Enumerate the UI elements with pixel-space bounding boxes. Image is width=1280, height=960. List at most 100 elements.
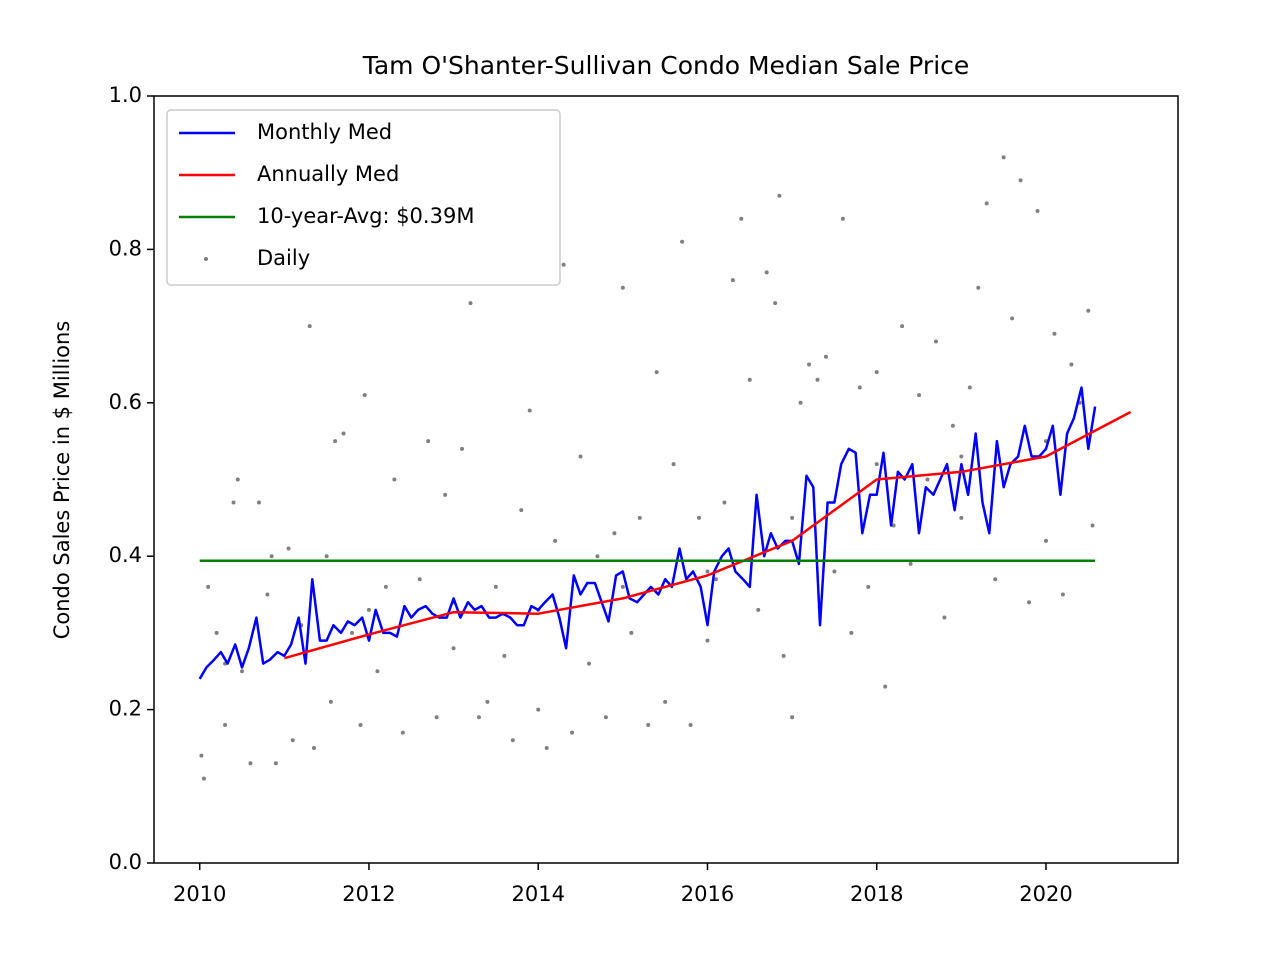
x-tick-label: 2010 <box>173 882 226 906</box>
scatter-point <box>290 738 295 743</box>
scatter-point <box>976 285 981 290</box>
scatter-point <box>671 462 676 467</box>
scatter-point <box>993 577 998 582</box>
scatter-point <box>620 285 625 290</box>
y-tick-label: 0.4 <box>109 543 142 567</box>
scatter-point <box>311 745 316 750</box>
scatter-point <box>620 584 625 589</box>
scatter-point <box>730 278 735 283</box>
scatter-point <box>510 738 515 743</box>
scatter-point <box>925 477 930 482</box>
scatter-point <box>493 584 498 589</box>
scatter-point <box>375 669 380 674</box>
legend: Monthly Med Annually Med 10-year-Avg: $0.3… <box>166 109 561 286</box>
scatter-point <box>933 339 938 344</box>
scatter-point <box>350 630 355 635</box>
scatter-point <box>366 607 371 612</box>
scatter-point <box>1043 538 1048 543</box>
scatter-point <box>612 531 617 536</box>
scatter-point <box>333 439 338 444</box>
legend-label: Annually Med <box>257 162 399 186</box>
scatter-point <box>1027 600 1032 605</box>
scatter-point <box>286 546 291 551</box>
scatter-point <box>544 745 549 750</box>
scatter-point <box>214 630 219 635</box>
scatter-point <box>269 554 274 559</box>
scatter-point <box>358 722 363 727</box>
scatter-point <box>840 216 845 221</box>
scatter-point <box>874 370 879 375</box>
scatter-point <box>502 653 507 658</box>
scatter-point <box>883 684 888 689</box>
x-tick-label: 2016 <box>681 882 734 906</box>
scatter-point <box>307 324 312 329</box>
y-tick-label: 0.0 <box>109 850 142 874</box>
scatter-point <box>561 262 566 267</box>
x-tick-label: 2012 <box>342 882 395 906</box>
scatter-point <box>900 324 905 329</box>
scatter-point <box>256 500 261 505</box>
scatter-point <box>553 538 558 543</box>
scatter-point <box>781 653 786 658</box>
scatter-point <box>392 477 397 482</box>
series-line <box>283 410 1132 660</box>
legend-marker <box>204 257 208 261</box>
scatter-point <box>629 630 634 635</box>
scatter-point <box>451 646 456 651</box>
scatter-point <box>680 239 685 244</box>
scatter-point <box>807 362 812 367</box>
scatter-point <box>240 669 245 674</box>
scatter-point <box>328 699 333 704</box>
scatter-point <box>697 515 702 520</box>
scatter-point <box>527 408 532 413</box>
y-tick-label: 0.2 <box>109 697 142 721</box>
scatter-point <box>519 508 524 513</box>
series-line <box>198 386 1097 680</box>
scatter-point <box>815 377 820 382</box>
scatter-point <box>223 722 228 727</box>
scatter-point <box>1035 209 1040 214</box>
scatter-point <box>485 699 490 704</box>
scatter-point <box>654 370 659 375</box>
scatter-point <box>713 577 718 582</box>
scatter-point <box>866 584 871 589</box>
y-tick-label: 1.0 <box>109 83 142 107</box>
scatter-point <box>248 761 253 766</box>
y-tick-label: 0.8 <box>109 236 142 260</box>
scatter-point <box>201 776 206 781</box>
scatter-point <box>417 577 422 582</box>
scatter-point <box>849 630 854 635</box>
y-axis-label: Condo Sales Price in $ Millions <box>50 321 74 640</box>
scatter-point <box>265 592 270 597</box>
scatter-point <box>199 753 204 758</box>
x-tick-label: 2018 <box>850 882 903 906</box>
scatter-point <box>400 730 405 735</box>
scatter-point <box>832 569 837 574</box>
scatter-point <box>1052 331 1057 336</box>
scatter-point <box>646 722 651 727</box>
scatter-point <box>663 699 668 704</box>
x-tick-label: 2020 <box>1019 882 1072 906</box>
scatter-point <box>578 454 583 459</box>
scatter-point <box>426 439 431 444</box>
scatter-point <box>950 423 955 428</box>
scatter-point <box>959 454 964 459</box>
scatter-point <box>434 715 439 720</box>
scatter-point <box>756 607 761 612</box>
scatter-point <box>586 661 591 666</box>
scatter-point <box>570 730 575 735</box>
scatter-point <box>739 216 744 221</box>
scatter-point <box>1069 362 1074 367</box>
scatter-point <box>857 385 862 390</box>
scatter-point <box>764 270 769 275</box>
scatter-point <box>790 715 795 720</box>
scatter-point <box>790 515 795 520</box>
legend-label: Daily <box>257 246 310 270</box>
scatter-point <box>1090 523 1095 528</box>
scatter-point <box>777 193 782 198</box>
scatter-point <box>705 569 710 574</box>
y-tick-label: 0.6 <box>109 390 142 414</box>
scatter-point <box>383 584 388 589</box>
scatter-point <box>637 515 642 520</box>
